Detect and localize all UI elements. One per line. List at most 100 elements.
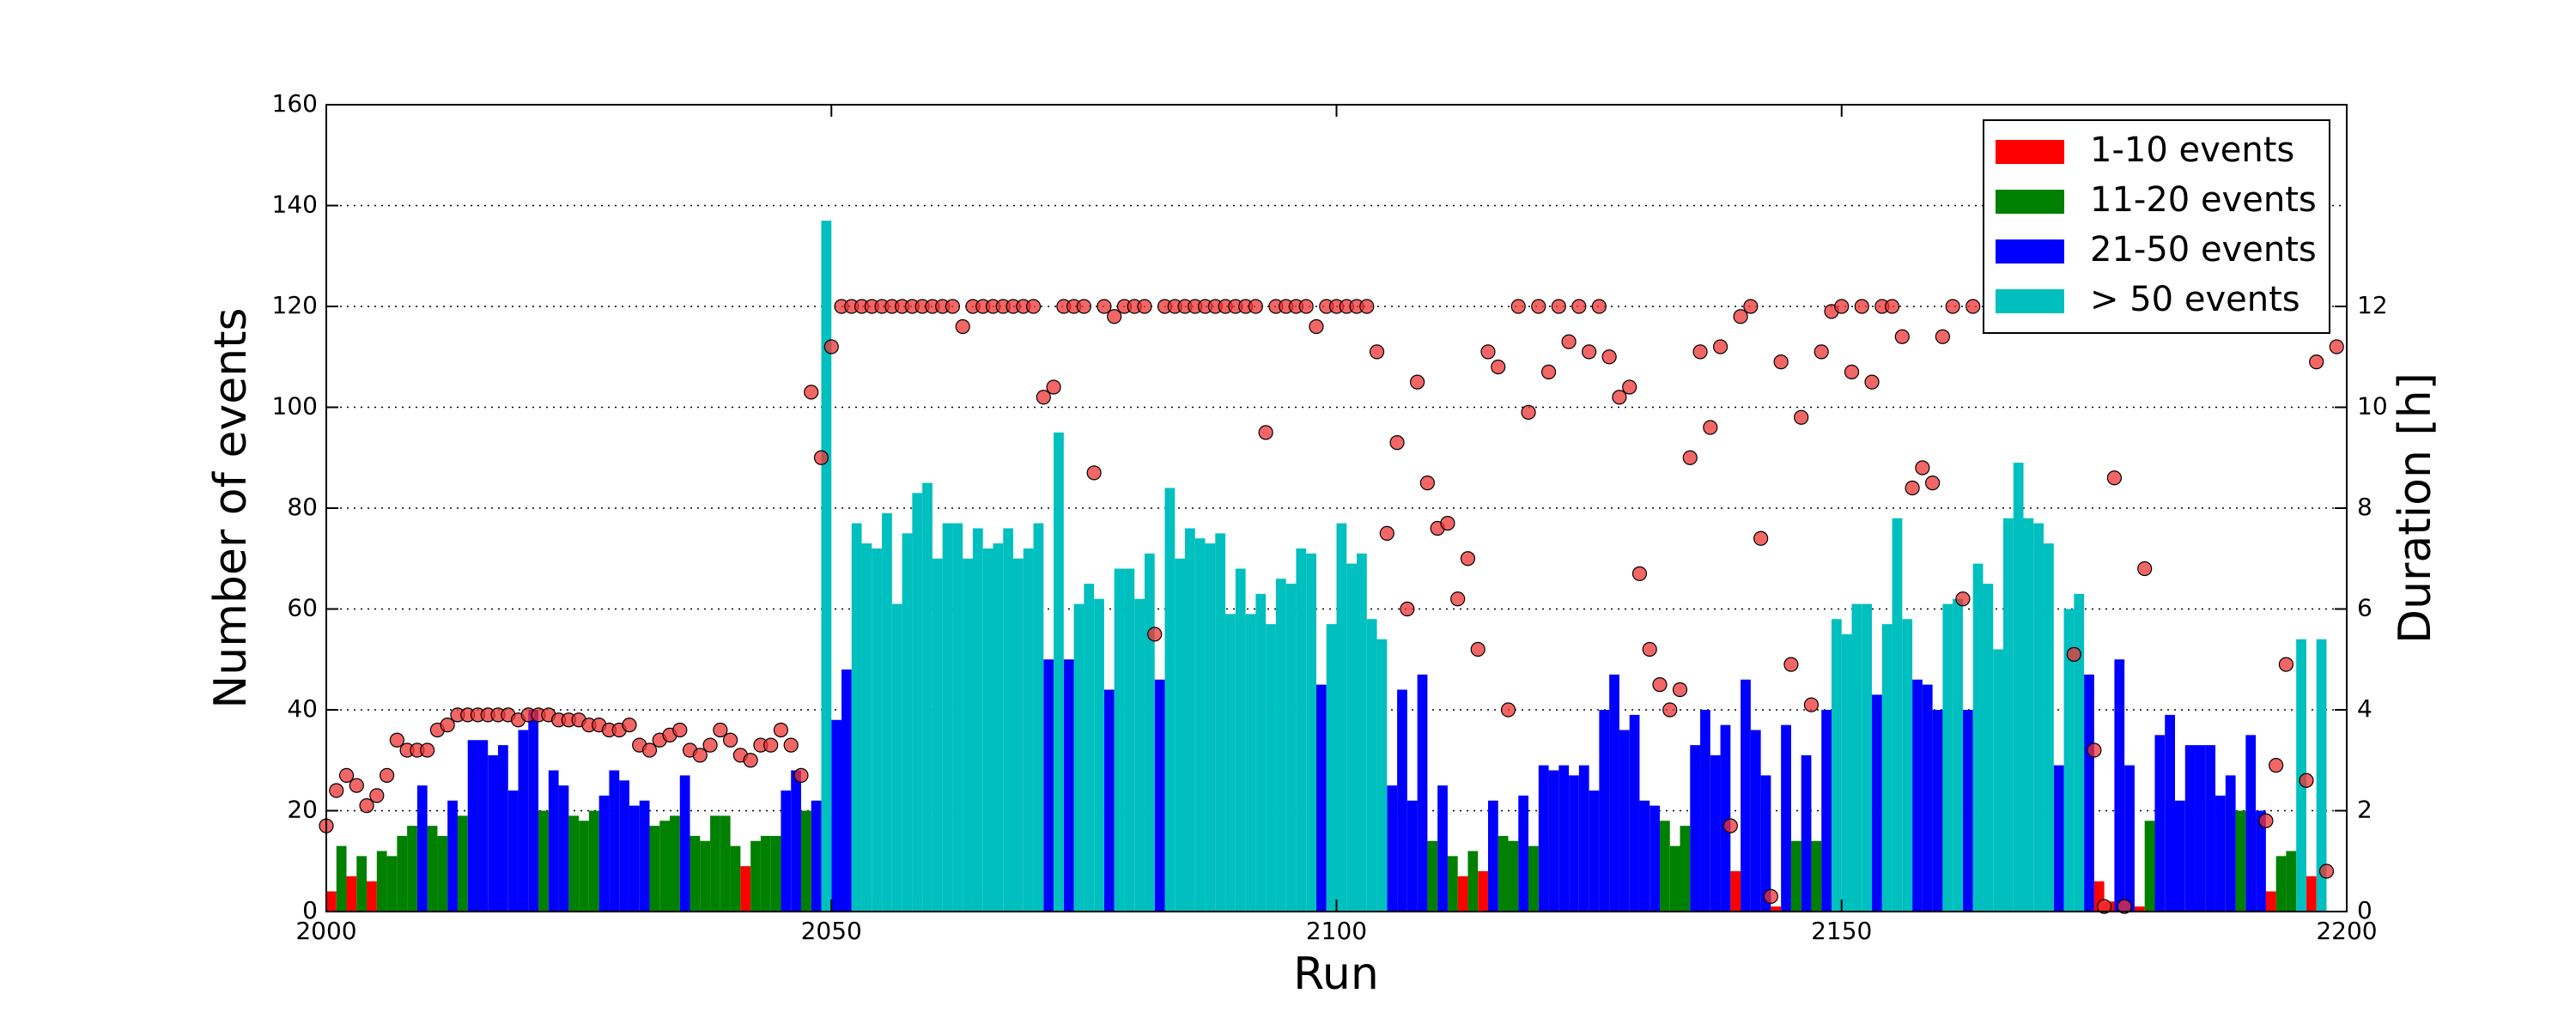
legend: 1-10 events 11-20 events 21-50 events > 50 … bbox=[1983, 119, 2330, 334]
bar bbox=[1285, 584, 1297, 912]
scatter-point bbox=[1834, 299, 1850, 314]
bar bbox=[1690, 745, 1701, 912]
bar bbox=[609, 770, 620, 912]
bar bbox=[2053, 765, 2064, 912]
scatter-point bbox=[2087, 742, 2102, 758]
scatter-point bbox=[1400, 601, 1415, 617]
bar bbox=[690, 835, 701, 912]
bar bbox=[1033, 523, 1044, 912]
y-tick-label: 60 bbox=[287, 594, 318, 622]
scatter-point bbox=[1753, 530, 1769, 546]
bar bbox=[972, 528, 983, 912]
y-tick-label: 160 bbox=[272, 89, 318, 118]
bar bbox=[982, 548, 993, 912]
legend-swatch bbox=[1996, 289, 2064, 313]
bar bbox=[1649, 805, 1660, 912]
bar bbox=[1720, 724, 1731, 912]
bar bbox=[2174, 800, 2185, 912]
bar bbox=[2286, 851, 2297, 912]
bar bbox=[679, 775, 690, 912]
scatter-point bbox=[2318, 863, 2335, 879]
bar bbox=[730, 845, 741, 912]
bar bbox=[700, 840, 711, 912]
bar bbox=[447, 800, 458, 912]
bar bbox=[1912, 679, 1923, 912]
bar bbox=[2044, 543, 2054, 912]
bar bbox=[1054, 432, 1064, 912]
scatter-point bbox=[1894, 329, 1910, 344]
bar bbox=[2144, 821, 2155, 912]
bar bbox=[2256, 810, 2266, 912]
bar bbox=[1750, 730, 1761, 912]
scatter-point bbox=[1147, 627, 1163, 642]
bar bbox=[1962, 710, 1973, 912]
scatter-point bbox=[338, 767, 355, 783]
bar bbox=[2184, 745, 2196, 912]
scatter-point bbox=[2097, 899, 2112, 914]
bar bbox=[841, 670, 852, 912]
bar bbox=[1619, 730, 1630, 912]
legend-label: > 50 events bbox=[2090, 280, 2300, 319]
bar bbox=[922, 482, 933, 912]
bar bbox=[1659, 821, 1670, 912]
bar bbox=[1760, 775, 1771, 912]
scatter-point bbox=[1097, 299, 1112, 314]
bar bbox=[1023, 548, 1034, 912]
legend-swatch bbox=[1996, 239, 2064, 264]
bar bbox=[1437, 785, 1448, 912]
bar bbox=[760, 835, 771, 912]
bar bbox=[2154, 735, 2166, 912]
bar bbox=[1983, 584, 1994, 912]
bar bbox=[800, 810, 811, 912]
scatter-point bbox=[1036, 390, 1051, 405]
bar bbox=[1336, 523, 1347, 912]
scatter-point bbox=[1955, 591, 1971, 607]
bar bbox=[942, 523, 953, 912]
scatter-point bbox=[1662, 702, 1678, 718]
scatter-point bbox=[1935, 329, 1950, 344]
legend-label: 11-20 events bbox=[2090, 180, 2317, 220]
bar bbox=[1164, 488, 1176, 912]
scatter-point bbox=[672, 722, 688, 738]
bar bbox=[2063, 609, 2075, 912]
bar bbox=[1185, 528, 1195, 912]
scatter-point bbox=[1137, 299, 1152, 314]
bar bbox=[1811, 840, 1822, 912]
bar bbox=[1194, 538, 1206, 912]
bar bbox=[1518, 795, 1529, 912]
y-tick-label: 120 bbox=[272, 291, 318, 319]
bar bbox=[1932, 710, 1943, 912]
bar bbox=[1417, 674, 1428, 912]
bar bbox=[1771, 906, 1782, 912]
scatter-point bbox=[1591, 299, 1607, 314]
y-tick-label: 20 bbox=[287, 796, 318, 824]
scatter-point bbox=[349, 778, 364, 793]
scatter-point bbox=[2258, 813, 2274, 828]
scatter-point bbox=[1389, 435, 1405, 451]
scatter-point bbox=[1652, 677, 1668, 693]
bar bbox=[770, 835, 781, 912]
bar bbox=[2215, 795, 2226, 912]
y-tick-label: 80 bbox=[287, 493, 318, 521]
bar bbox=[1922, 684, 1933, 912]
bar bbox=[2134, 906, 2145, 912]
bar bbox=[1225, 614, 1236, 912]
scatter-point bbox=[1722, 818, 1738, 833]
bar bbox=[356, 856, 368, 912]
scatter-point bbox=[1309, 318, 1324, 335]
scatter-point bbox=[2106, 470, 2123, 486]
scatter-point bbox=[1107, 309, 1122, 324]
bar bbox=[1609, 674, 1619, 912]
bar bbox=[2002, 518, 2014, 912]
scatter-point bbox=[1631, 566, 1648, 581]
bar bbox=[1315, 684, 1327, 912]
y-axis-label: Number of events bbox=[205, 307, 257, 708]
scatter-point bbox=[743, 753, 758, 768]
scatter-point bbox=[1248, 299, 1263, 314]
bar bbox=[588, 810, 599, 912]
scatter-point bbox=[1298, 299, 1314, 314]
bar bbox=[1669, 845, 1680, 912]
scatter-point bbox=[1612, 390, 1627, 405]
scatter-point bbox=[641, 742, 658, 758]
